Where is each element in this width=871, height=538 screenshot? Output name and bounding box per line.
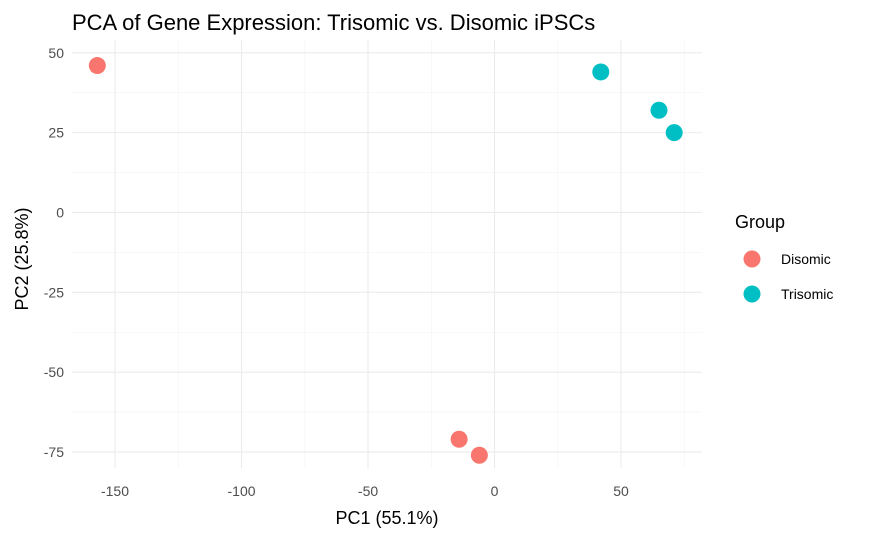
point-disomic	[88, 57, 106, 75]
y-axis-title: PC2 (25.8%)	[12, 207, 32, 310]
x-axis-ticks: -150 -100 -50 0 50	[101, 483, 629, 499]
chart-title: PCA of Gene Expression: Trisomic vs. Dis…	[72, 10, 595, 35]
grid	[72, 40, 702, 468]
y-tick-label: 25	[48, 125, 64, 141]
data-points	[88, 57, 683, 464]
point-disomic	[470, 446, 488, 464]
point-trisomic	[665, 124, 683, 142]
y-tick-label: 0	[56, 204, 64, 220]
legend-items: Disomic Trisomic	[743, 250, 833, 303]
legend-label-disomic: Disomic	[781, 251, 831, 267]
y-tick-label: -25	[44, 284, 64, 300]
x-tick-label: 50	[613, 483, 629, 499]
legend-title: Group	[735, 212, 785, 232]
legend-marker-disomic	[743, 250, 761, 268]
x-tick-label: -100	[228, 483, 256, 499]
legend-marker-trisomic	[743, 285, 761, 303]
y-tick-label: -50	[44, 364, 64, 380]
point-trisomic	[592, 63, 610, 81]
legend-label-trisomic: Trisomic	[781, 286, 833, 302]
y-tick-label: 50	[48, 45, 64, 61]
x-tick-label: 0	[491, 483, 499, 499]
y-tick-label: -75	[44, 444, 64, 460]
x-tick-label: -150	[101, 483, 129, 499]
x-axis-title: PC1 (55.1%)	[335, 508, 438, 528]
y-axis-ticks: -75 -50 -25 0 25 50	[44, 45, 64, 460]
legend: Group Disomic Trisomic	[735, 212, 833, 303]
x-tick-label: -50	[358, 483, 378, 499]
point-disomic	[450, 430, 468, 448]
point-trisomic	[650, 101, 668, 119]
